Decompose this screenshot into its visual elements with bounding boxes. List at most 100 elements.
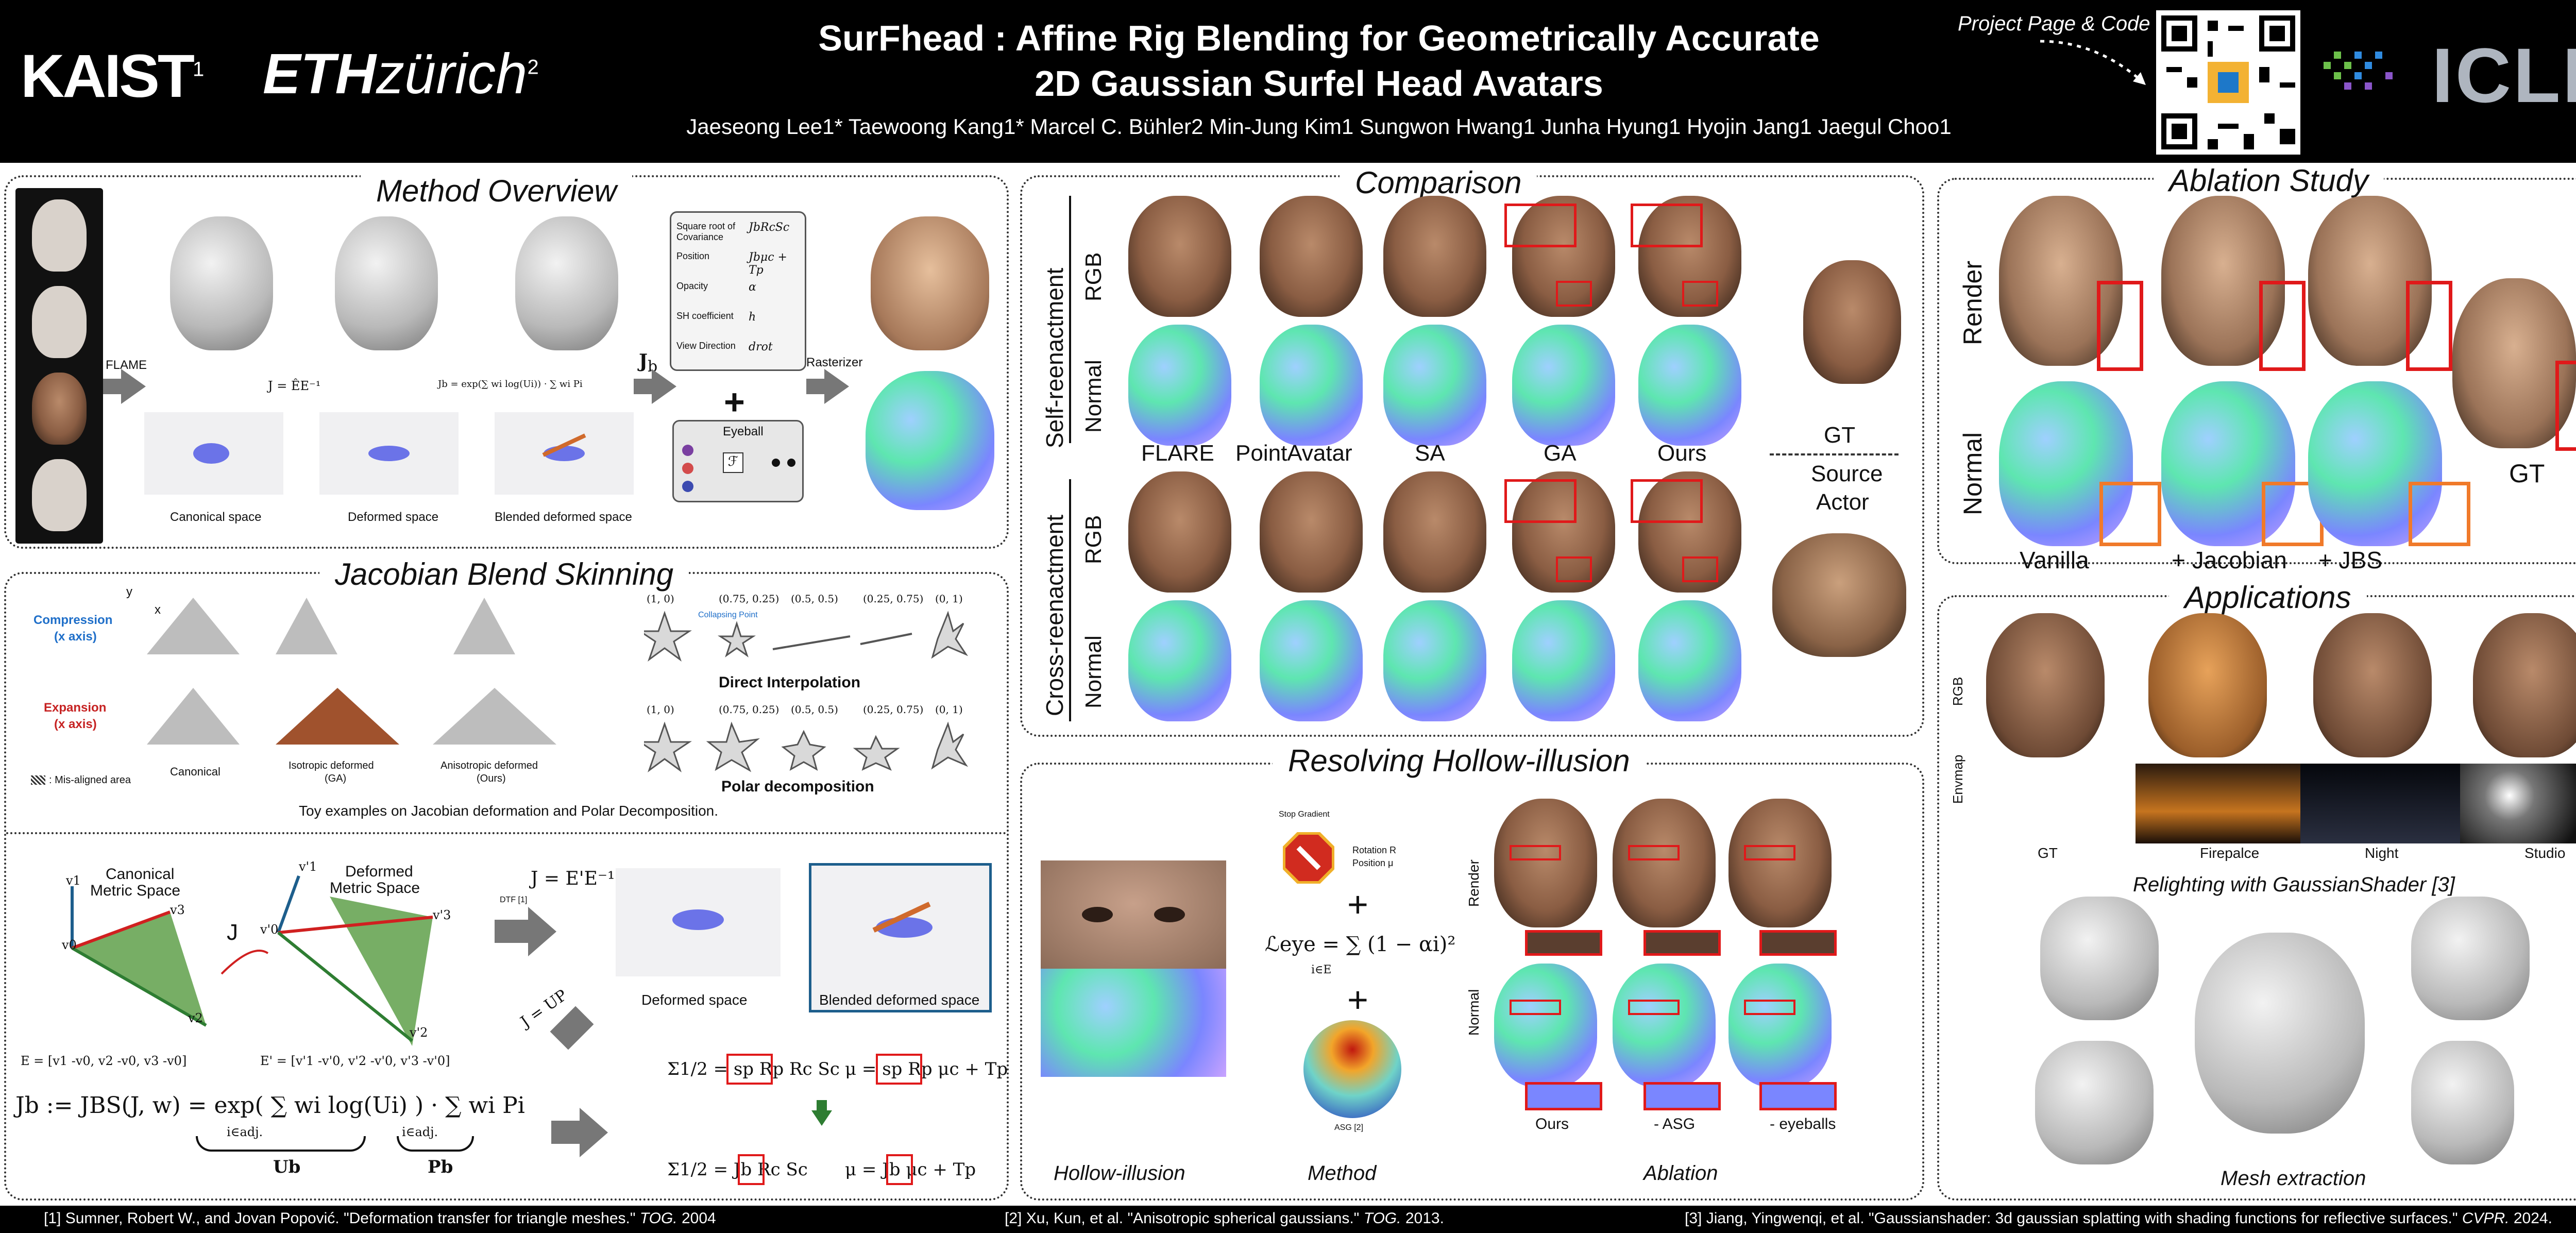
- eyeball-label: Eyeball: [723, 425, 764, 438]
- eq-jb-overview: Jb = exp(∑ wi log(Ui)) · ∑ wi Pi: [438, 379, 583, 390]
- weight-tuple: (0.25, 0.75): [863, 703, 924, 716]
- vertex-label: v'0: [260, 922, 279, 937]
- eq-eye-sub: i∈E: [1311, 964, 1332, 976]
- relight-face: [2148, 613, 2267, 757]
- rotation-label: Rotation R: [1352, 845, 1397, 855]
- eq-sigma-bot: Σ1/2 = Jb Rc Sc: [667, 1159, 808, 1180]
- kaist-logo-sup: 1: [193, 58, 204, 81]
- envmap-label: Studio: [2524, 845, 2566, 861]
- header: KAIST1 ETHzürich2 SurFhead : Affine Rig …: [0, 0, 2576, 163]
- expansion-axis: (x axis): [54, 717, 97, 731]
- author-list: Jaeseong Lee1* Taewoong Kang1* Marcel C.…: [686, 114, 1952, 139]
- ablation-gt-zoom: [2555, 361, 2576, 451]
- anisotropic-triangle-bottom: [433, 688, 556, 745]
- ablation-gt-label: GT: [2509, 459, 2545, 488]
- misaligned-swatch-icon: [31, 775, 45, 785]
- attribute-row: SH coefficient h: [676, 309, 803, 335]
- self-rgb-label: RGB: [1081, 252, 1106, 301]
- weight-tuple: (1, 0): [647, 593, 674, 605]
- relighting-caption: Relighting with GaussianShader [3]: [2133, 873, 2455, 896]
- cross-reenact-label: Cross-reenactment: [1041, 514, 1068, 716]
- flame-arrow-icon: [121, 369, 146, 404]
- attributes-box: Square root of Covariance JbRcSc Position J…: [670, 211, 806, 371]
- hollow-render-eye-box: [1628, 845, 1680, 860]
- ablation-normal-cell: [1999, 381, 2133, 546]
- comparison-title: Comparison: [1340, 165, 1537, 200]
- blended-space-thumb: [495, 412, 634, 495]
- weight-tuple: (0, 1): [935, 593, 963, 605]
- comparison-method-label: SA: [1415, 441, 1445, 466]
- direct-interp-label: Direct Interpolation: [719, 674, 861, 691]
- ref-1-text: [1] Sumner, Robert W., and Jovan Popović…: [44, 1210, 636, 1227]
- hollow-ablation-label: Ours: [1535, 1116, 1569, 1133]
- weight-tuple: (1, 0): [647, 703, 674, 716]
- jbs-divider: [6, 832, 1007, 834]
- render-output-face: [871, 216, 989, 350]
- ablation-col-label: Ablation: [1643, 1162, 1718, 1185]
- weights-row-direct: (1, 0) (0.75, 0.25) (0.5, 0.5) (0.25, 0.75)…: [647, 593, 966, 608]
- comparison-cell: [1383, 325, 1486, 446]
- raster-arrow-icon: [824, 369, 849, 404]
- comparison-method-label: GA: [1544, 441, 1577, 466]
- kaist-logo: KAIST1: [21, 41, 204, 111]
- method-col-label: Method: [1308, 1162, 1377, 1185]
- comparison-cell: [1383, 600, 1486, 721]
- collapsing-point-label: Collapsing Point: [698, 611, 758, 619]
- isotropic-triangle-top: [276, 598, 337, 654]
- vertex-label: v1: [66, 873, 81, 888]
- asg-sphere: [1303, 1020, 1401, 1118]
- eth-logo-sup: 2: [527, 56, 539, 79]
- isotropic-sub: (GA): [325, 773, 347, 784]
- ref-3-year: 2024.: [2513, 1210, 2552, 1227]
- eq-mu-bot: μ = Jb μc + Tp: [845, 1159, 976, 1180]
- raster-arrow-shaft: [806, 379, 827, 394]
- comparison-crop-box: [1556, 556, 1592, 582]
- mesh-1: [2040, 897, 2159, 1020]
- gt-source-divider: [1770, 453, 1899, 455]
- compression-label: Compression: [33, 613, 113, 627]
- canonical-triangle-top: [147, 598, 240, 654]
- comparison-cell: [1260, 325, 1363, 446]
- envmap-thumb: [2300, 764, 2465, 843]
- qr-code[interactable]: [2156, 10, 2300, 155]
- comparison-cell: [1512, 471, 1615, 593]
- attribute-eq: JbRcSc: [749, 221, 790, 234]
- blended-space-img: [809, 863, 992, 1012]
- down-arrow-shaft: [817, 1100, 827, 1111]
- result-arrow-shaft: [551, 1121, 582, 1144]
- comparison-zoom-box: [1504, 204, 1577, 247]
- ablation-col-label: Vanilla: [2020, 547, 2089, 573]
- weight-tuple: (0.25, 0.75): [863, 593, 924, 605]
- ablation-normal-cell: [2161, 381, 2295, 546]
- deformed-space-img: [616, 868, 781, 976]
- pb-brace: [397, 1136, 474, 1152]
- envmap-thumb: [2136, 764, 2300, 843]
- ref-1-venue: TOG.: [639, 1210, 677, 1227]
- attribute-name: SH coefficient: [676, 311, 734, 321]
- comparison-cell: [1638, 600, 1741, 721]
- hollow-title: Resolving Hollow-illusion: [1273, 743, 1646, 779]
- polar-decomp-label: Polar decomposition: [721, 778, 874, 795]
- deformed-metric-label-2: Metric Space: [330, 880, 420, 897]
- self-bracket: [1069, 196, 1071, 443]
- attribute-name: Position: [676, 251, 710, 261]
- comparison-crop-box: [1556, 281, 1592, 307]
- anisotropic-label: Anisotropic deformed: [440, 760, 538, 771]
- envmap-label: Firepalce: [2200, 845, 2260, 861]
- comparison-zoom-box: [1631, 479, 1703, 523]
- attribute-eq: α: [749, 281, 756, 294]
- sigma-top-highlight: [726, 1054, 773, 1085]
- deformed-space-label: Deformed space: [348, 510, 439, 524]
- eq-mu-top: μ = sp Rp μc + Tp: [845, 1059, 1008, 1079]
- jbs-title: Jacobian Blend Skinning: [319, 556, 689, 592]
- comparison-cell: [1638, 325, 1741, 446]
- film-frame-4: [32, 459, 87, 531]
- eth-logo-bold: ETH: [263, 42, 376, 106]
- comparison-method-label: PointAvatar: [1235, 441, 1352, 466]
- eq-eye-loss: ℒeye = ∑ (1 − αi)²: [1265, 933, 1456, 956]
- axis-y-label: y: [126, 585, 132, 599]
- ub-brace: [196, 1136, 366, 1152]
- app-envmap-label: Envmap: [1950, 754, 1965, 804]
- attribute-name: View Direction: [676, 341, 736, 351]
- ref-2-venue: TOG.: [1363, 1210, 1401, 1227]
